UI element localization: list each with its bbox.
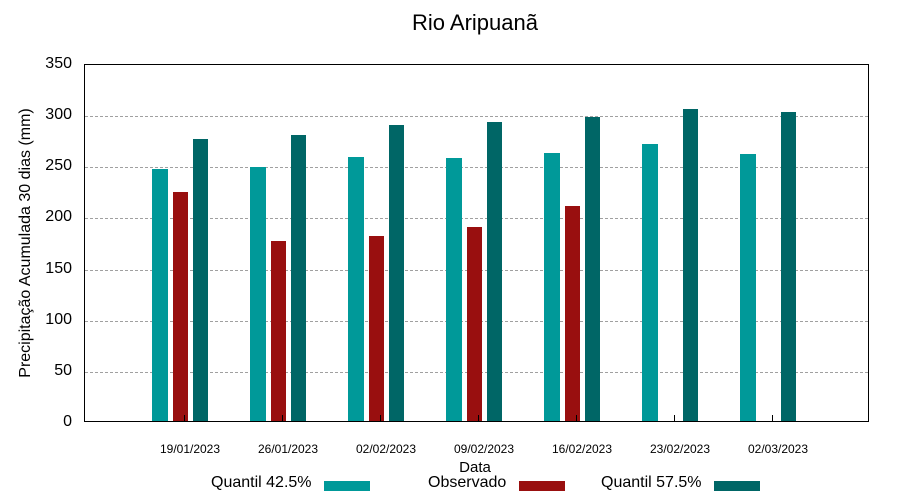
bar-quantil-57-5- bbox=[192, 138, 208, 421]
bar-quantil-42-5- bbox=[642, 143, 658, 421]
bar-quantil-57-5- bbox=[780, 112, 796, 421]
y-tick-label: 200 bbox=[45, 208, 72, 226]
x-tick-label: 23/02/2023 bbox=[649, 442, 711, 456]
chart-title: Rio Aripuanã bbox=[412, 10, 538, 35]
grid-line bbox=[85, 167, 868, 169]
bar-quantil-57-5- bbox=[290, 134, 306, 421]
bar-observado bbox=[270, 240, 286, 421]
grid-line bbox=[85, 116, 868, 118]
bar-quantil-42-5- bbox=[544, 153, 560, 421]
y-tick-label: 50 bbox=[54, 361, 72, 379]
y-tick-label: 0 bbox=[63, 413, 72, 430]
x-tick-mark bbox=[674, 415, 675, 421]
legend-label: Observado bbox=[428, 474, 507, 491]
y-tick-label: 100 bbox=[45, 310, 72, 328]
x-tick-mark bbox=[380, 415, 381, 421]
y-tick-label: 150 bbox=[45, 259, 72, 277]
y-tick-label: 350 bbox=[45, 55, 72, 72]
x-tick-mark bbox=[772, 415, 773, 421]
x-tick-mark bbox=[478, 415, 479, 421]
bar-quantil-57-5- bbox=[486, 122, 502, 421]
bar-observado bbox=[564, 206, 580, 421]
bar-quantil-42-5- bbox=[250, 167, 266, 421]
legend-swatch bbox=[714, 481, 760, 491]
legend-label: Quantil 57.5% bbox=[601, 474, 702, 491]
bar-quantil-57-5- bbox=[584, 117, 600, 421]
x-tick-label: 19/01/2023 bbox=[159, 442, 221, 456]
x-tick-label: 16/02/2023 bbox=[551, 442, 613, 456]
y-axis-label: Precipitação Acumulada 30 dias (mm) bbox=[17, 108, 34, 378]
bar-observado bbox=[368, 235, 384, 421]
plot-area bbox=[84, 64, 869, 422]
x-tick-label: 09/02/2023 bbox=[453, 442, 515, 456]
x-tick-mark bbox=[184, 415, 185, 421]
legend-swatch bbox=[324, 481, 370, 491]
bar-quantil-42-5- bbox=[446, 158, 462, 421]
y-tick-label: 300 bbox=[45, 106, 72, 124]
bar-observado bbox=[466, 226, 482, 421]
x-axis-label: Data bbox=[459, 459, 491, 476]
bar-quantil-42-5- bbox=[152, 169, 168, 421]
bar-quantil-57-5- bbox=[388, 125, 404, 421]
x-tick-mark bbox=[282, 415, 283, 421]
x-tick-label: 02/03/2023 bbox=[747, 442, 809, 456]
y-tick-label: 250 bbox=[45, 157, 72, 175]
x-tick-mark bbox=[576, 415, 577, 421]
bar-observado bbox=[172, 191, 188, 421]
x-tick-label: 02/02/2023 bbox=[355, 442, 417, 456]
bar-quantil-57-5- bbox=[682, 109, 698, 421]
grid-line bbox=[85, 218, 868, 220]
bar-quantil-42-5- bbox=[348, 157, 364, 421]
bar-quantil-42-5- bbox=[740, 154, 756, 421]
x-tick-label: 26/01/2023 bbox=[257, 442, 319, 456]
legend-swatch bbox=[519, 481, 565, 491]
legend-label: Quantil 42.5% bbox=[211, 474, 312, 491]
